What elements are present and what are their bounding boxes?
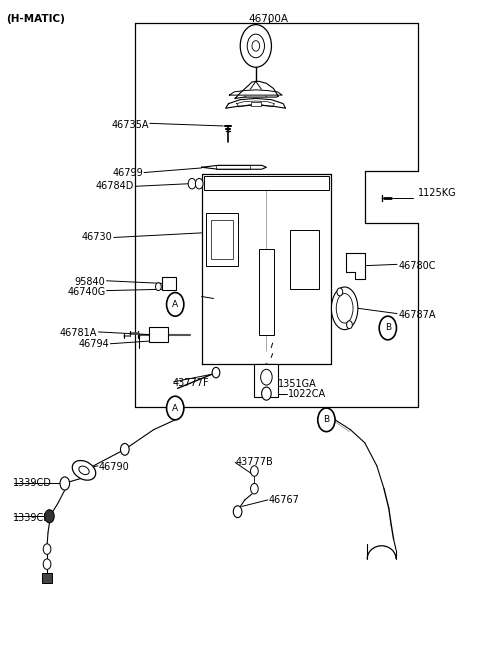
Bar [259, 249, 274, 335]
Ellipse shape [240, 24, 272, 68]
Ellipse shape [331, 287, 358, 329]
Polygon shape [202, 165, 266, 169]
Bar [211, 220, 233, 259]
Text: 46767: 46767 [269, 495, 300, 505]
Circle shape [43, 544, 51, 554]
Text: 43777F: 43777F [173, 378, 209, 388]
Bar [254, 364, 278, 397]
Text: 1351GA: 1351GA [278, 379, 317, 390]
Text: 46794: 46794 [79, 339, 109, 350]
Circle shape [262, 387, 271, 400]
Polygon shape [229, 90, 282, 95]
Polygon shape [226, 98, 286, 108]
Text: A: A [172, 300, 178, 309]
Polygon shape [346, 253, 365, 279]
Text: 46799: 46799 [112, 167, 143, 178]
Circle shape [212, 367, 220, 378]
Text: 46780C: 46780C [398, 260, 436, 271]
Bar [42, 573, 52, 583]
Text: B: B [385, 323, 391, 333]
Circle shape [247, 34, 264, 58]
Circle shape [379, 316, 396, 340]
Circle shape [347, 321, 352, 329]
Circle shape [251, 466, 258, 476]
Text: 46781A: 46781A [60, 327, 97, 338]
Circle shape [45, 510, 54, 523]
Circle shape [261, 369, 272, 385]
Ellipse shape [79, 466, 89, 474]
Circle shape [337, 288, 343, 296]
Circle shape [167, 396, 184, 420]
Text: 46740G: 46740G [67, 287, 106, 297]
Text: 95840: 95840 [75, 277, 106, 287]
Polygon shape [202, 174, 331, 364]
Circle shape [60, 477, 70, 490]
Bar [206, 213, 238, 266]
Text: 46787A: 46787A [398, 310, 436, 320]
Text: 46710A: 46710A [274, 349, 311, 359]
Circle shape [167, 293, 184, 316]
Bar [149, 327, 168, 342]
Text: 1022CA: 1022CA [288, 389, 326, 400]
Bar [204, 176, 329, 190]
Circle shape [43, 559, 51, 569]
Circle shape [233, 506, 242, 518]
Text: (H-MATIC): (H-MATIC) [6, 14, 65, 24]
Circle shape [188, 178, 196, 189]
Text: 46700A: 46700A [249, 14, 289, 24]
Text: 1339CD: 1339CD [13, 478, 52, 489]
Text: 46790: 46790 [98, 462, 129, 472]
Circle shape [156, 283, 161, 291]
Bar [216, 165, 250, 169]
Text: 1339CD: 1339CD [13, 513, 52, 523]
Bar [290, 230, 319, 289]
Text: B: B [324, 415, 329, 424]
Bar [162, 277, 176, 290]
Text: 46730: 46730 [82, 232, 113, 243]
Bar [251, 102, 261, 106]
Text: A: A [172, 403, 178, 413]
Circle shape [120, 443, 129, 455]
Circle shape [251, 483, 258, 494]
Text: 1125KG: 1125KG [418, 188, 456, 198]
Circle shape [195, 178, 203, 189]
Text: 46784D: 46784D [96, 181, 134, 192]
Ellipse shape [336, 294, 353, 323]
Circle shape [252, 41, 260, 51]
Ellipse shape [72, 461, 96, 480]
Text: 46770B: 46770B [203, 291, 240, 302]
Circle shape [318, 408, 335, 432]
Text: 43777B: 43777B [235, 457, 273, 467]
Text: 46735A: 46735A [111, 119, 149, 130]
Text: 95761A: 95761A [274, 338, 311, 349]
